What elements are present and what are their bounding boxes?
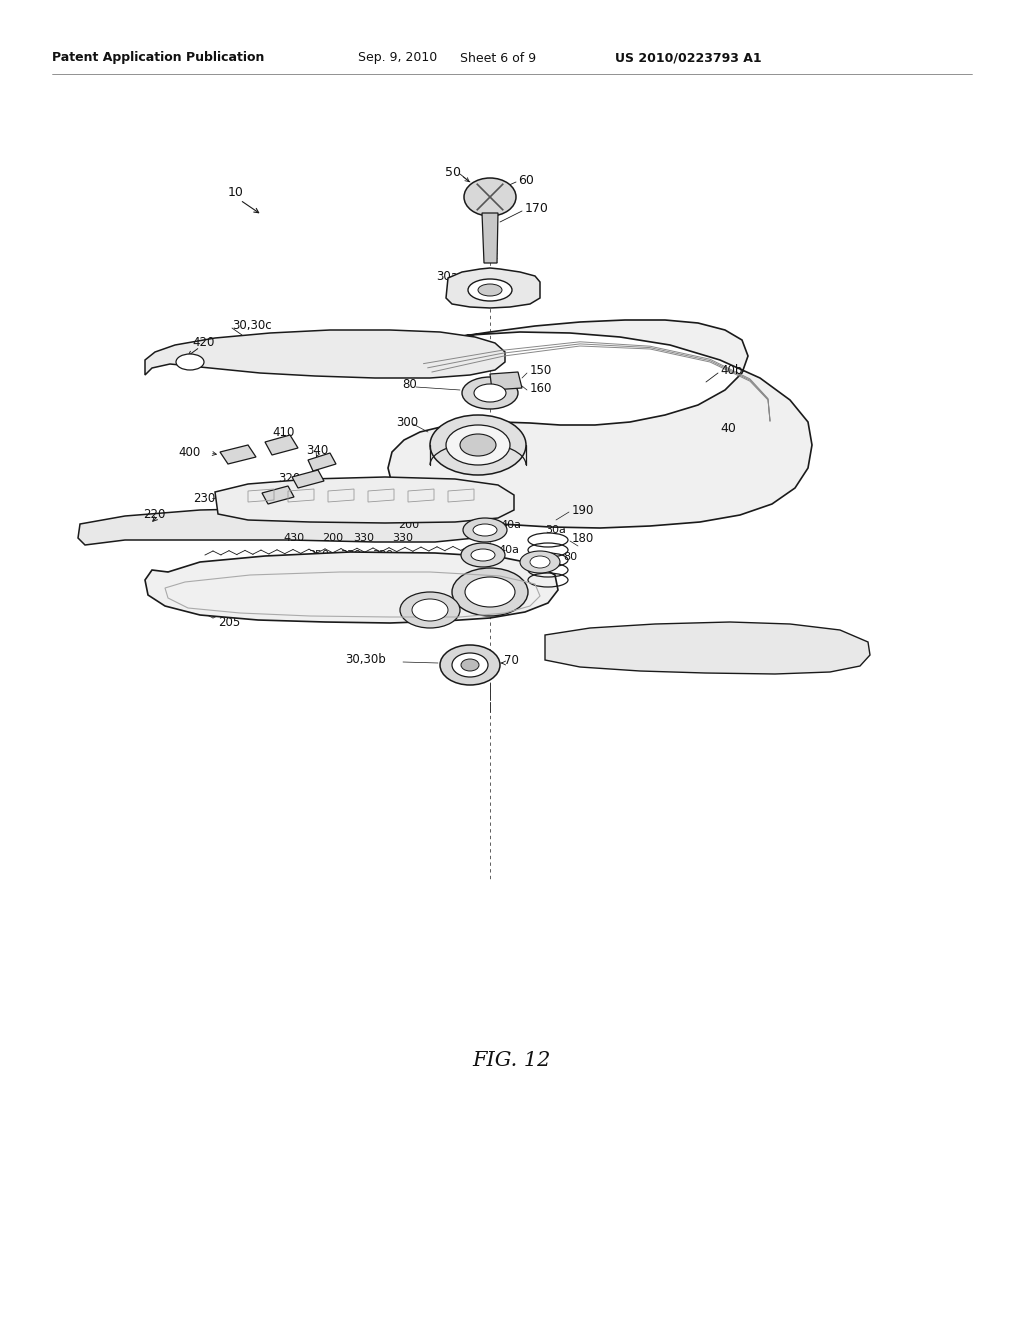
Text: 330: 330 bbox=[372, 550, 393, 560]
Text: 420: 420 bbox=[193, 335, 214, 348]
Ellipse shape bbox=[473, 524, 497, 536]
Ellipse shape bbox=[446, 425, 510, 465]
Text: 400: 400 bbox=[178, 446, 201, 459]
Polygon shape bbox=[145, 330, 505, 378]
Text: 40: 40 bbox=[720, 421, 736, 434]
Ellipse shape bbox=[465, 577, 515, 607]
Ellipse shape bbox=[478, 284, 502, 296]
Text: 190: 190 bbox=[572, 503, 594, 516]
Polygon shape bbox=[490, 372, 522, 389]
Text: 300: 300 bbox=[396, 416, 418, 429]
Text: 200: 200 bbox=[322, 533, 343, 543]
Polygon shape bbox=[220, 445, 256, 465]
Text: 410: 410 bbox=[272, 426, 294, 440]
Text: Sheet 6 of 9: Sheet 6 of 9 bbox=[460, 51, 537, 65]
Polygon shape bbox=[388, 319, 812, 528]
Ellipse shape bbox=[464, 178, 516, 216]
Text: 40a: 40a bbox=[500, 520, 521, 531]
Polygon shape bbox=[446, 268, 540, 308]
Ellipse shape bbox=[468, 279, 512, 301]
Polygon shape bbox=[545, 622, 870, 675]
Polygon shape bbox=[292, 470, 324, 488]
Text: 30,30b: 30,30b bbox=[345, 653, 386, 667]
Ellipse shape bbox=[412, 599, 449, 620]
Polygon shape bbox=[308, 453, 336, 471]
Text: 70: 70 bbox=[504, 653, 519, 667]
Text: 40a: 40a bbox=[498, 545, 519, 554]
Ellipse shape bbox=[462, 378, 518, 409]
Polygon shape bbox=[482, 213, 498, 263]
Ellipse shape bbox=[400, 591, 460, 628]
Ellipse shape bbox=[430, 414, 526, 475]
Ellipse shape bbox=[440, 645, 500, 685]
Text: 30,30c: 30,30c bbox=[232, 318, 271, 331]
Ellipse shape bbox=[452, 653, 488, 677]
Polygon shape bbox=[78, 508, 478, 545]
Text: 30a: 30a bbox=[436, 271, 458, 284]
Text: 350: 350 bbox=[308, 550, 329, 560]
Text: Patent Application Publication: Patent Application Publication bbox=[52, 51, 264, 65]
Text: 60: 60 bbox=[518, 173, 534, 186]
Text: 310: 310 bbox=[428, 441, 451, 454]
Polygon shape bbox=[265, 436, 298, 455]
Text: 320: 320 bbox=[278, 471, 300, 484]
Text: 160: 160 bbox=[530, 381, 552, 395]
Text: 430: 430 bbox=[283, 533, 304, 543]
Ellipse shape bbox=[474, 384, 506, 403]
Polygon shape bbox=[262, 486, 294, 504]
Text: US 2010/0223793 A1: US 2010/0223793 A1 bbox=[615, 51, 762, 65]
Text: 200: 200 bbox=[398, 520, 419, 531]
Text: 230a: 230a bbox=[148, 570, 177, 583]
Text: 205: 205 bbox=[218, 615, 241, 628]
Polygon shape bbox=[145, 552, 558, 623]
Ellipse shape bbox=[460, 434, 496, 455]
Text: Sep. 9, 2010: Sep. 9, 2010 bbox=[358, 51, 437, 65]
Ellipse shape bbox=[471, 549, 495, 561]
Text: 220: 220 bbox=[143, 507, 165, 520]
Ellipse shape bbox=[520, 550, 560, 573]
Text: 330: 330 bbox=[340, 550, 361, 560]
Text: 80: 80 bbox=[563, 552, 578, 562]
Text: 170: 170 bbox=[525, 202, 549, 214]
Polygon shape bbox=[215, 477, 514, 523]
Text: 30a: 30a bbox=[545, 525, 566, 535]
Text: 330: 330 bbox=[392, 533, 413, 543]
Ellipse shape bbox=[461, 543, 505, 568]
Text: 150: 150 bbox=[530, 363, 552, 376]
Text: 330: 330 bbox=[353, 533, 374, 543]
Text: 10: 10 bbox=[228, 186, 244, 199]
Ellipse shape bbox=[463, 517, 507, 543]
Text: 40b: 40b bbox=[720, 363, 742, 376]
Ellipse shape bbox=[176, 354, 204, 370]
Text: 180: 180 bbox=[572, 532, 594, 544]
Text: 340: 340 bbox=[306, 444, 329, 457]
Text: 80: 80 bbox=[402, 379, 417, 392]
Text: 210: 210 bbox=[245, 487, 267, 499]
Text: FIG. 12: FIG. 12 bbox=[473, 1051, 551, 1069]
Ellipse shape bbox=[530, 556, 550, 568]
Ellipse shape bbox=[452, 568, 528, 616]
Text: 50: 50 bbox=[445, 165, 461, 178]
Ellipse shape bbox=[461, 659, 479, 671]
Text: 230: 230 bbox=[193, 491, 215, 504]
